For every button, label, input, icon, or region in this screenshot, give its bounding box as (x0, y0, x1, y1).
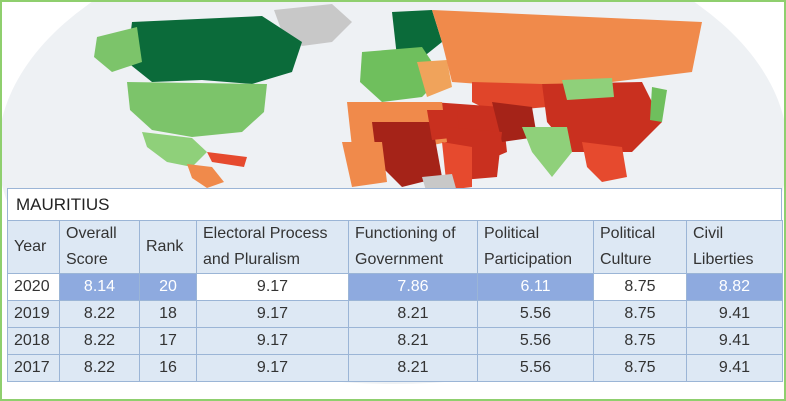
map-greenland (274, 4, 352, 46)
cell-overall-score: 8.22 (59, 327, 140, 355)
cell-political-culture: 8.75 (593, 354, 687, 382)
cell-rank: 16 (139, 354, 197, 382)
table-row: 2018 8.22 17 9.17 8.21 5.56 8.75 9.41 (7, 327, 783, 355)
map-caribbean (207, 152, 247, 167)
header-row: Year Overall Score Rank Electoral Proces… (7, 220, 783, 274)
col-header-rank: Rank (139, 220, 197, 274)
cell-overall-score: 8.22 (59, 354, 140, 382)
cell-rank: 18 (139, 300, 197, 328)
cell-political-participation: 6.11 (477, 273, 594, 301)
cell-electoral-process: 9.17 (196, 273, 349, 301)
table-row: 2017 8.22 16 9.17 8.21 5.56 8.75 9.41 (7, 354, 783, 382)
cell-overall-score: 8.14 (59, 273, 140, 301)
cell-civil-liberties: 9.41 (686, 300, 783, 328)
cell-overall-score: 8.22 (59, 300, 140, 328)
cell-political-participation: 5.56 (477, 327, 594, 355)
cell-year: 2020 (7, 273, 60, 301)
cell-functioning-of-government: 8.21 (348, 327, 478, 355)
map-sahel (372, 122, 442, 187)
table-row: 2019 8.22 18 9.17 8.21 5.56 8.75 9.41 (7, 300, 783, 328)
cell-political-culture: 8.75 (593, 327, 687, 355)
cell-year: 2018 (7, 327, 60, 355)
cell-electoral-process: 9.17 (196, 354, 349, 382)
cell-political-participation: 5.56 (477, 354, 594, 382)
map-usa (127, 82, 267, 137)
table-row: 2020 8.14 20 9.17 7.86 6.11 8.75 8.82 (7, 273, 783, 301)
map-eastern-europe (417, 60, 452, 97)
map-mexico (142, 132, 207, 167)
cell-civil-liberties: 9.41 (686, 354, 783, 382)
cell-year: 2017 (7, 354, 60, 382)
democracy-index-table: Year Overall Score Rank Electoral Proces… (7, 220, 783, 382)
col-header-electoral-process: Electoral Process and Pluralism (196, 220, 349, 274)
cell-civil-liberties: 9.41 (686, 327, 783, 355)
democracy-index-table-block: MAURITIUS Year Overall Score Rank Electo… (7, 188, 783, 382)
col-header-year: Year (7, 220, 60, 274)
map-mongolia (562, 78, 614, 100)
map-russia (432, 10, 702, 87)
cell-rank: 20 (139, 273, 197, 301)
map-europe (360, 47, 442, 102)
cell-electoral-process: 9.17 (196, 300, 349, 328)
map-canada (127, 16, 302, 84)
map-se-asia (582, 142, 627, 182)
cell-political-participation: 5.56 (477, 300, 594, 328)
col-header-overall-score: Overall Score (59, 220, 140, 274)
map-japan (650, 87, 667, 122)
map-kazakhstan (472, 82, 547, 112)
cell-functioning-of-government: 8.21 (348, 300, 478, 328)
map-west-africa (342, 142, 387, 187)
map-india (522, 127, 572, 177)
map-alaska (94, 27, 142, 72)
cell-civil-liberties: 8.82 (686, 273, 783, 301)
cell-political-culture: 8.75 (593, 273, 687, 301)
col-header-political-culture: Political Culture (593, 220, 687, 274)
cell-political-culture: 8.75 (593, 300, 687, 328)
map-central-america (187, 164, 224, 188)
cell-electoral-process: 9.17 (196, 327, 349, 355)
cell-year: 2019 (7, 300, 60, 328)
col-header-functioning-of-government: Functioning of Government (348, 220, 478, 274)
col-header-civil-liberties: Civil Liberties (686, 220, 783, 274)
col-header-political-participation: Political Participation (477, 220, 594, 274)
country-name: MAURITIUS (16, 194, 110, 214)
cell-rank: 17 (139, 327, 197, 355)
cell-functioning-of-government: 8.21 (348, 354, 478, 382)
country-title: MAURITIUS (7, 188, 782, 220)
cell-functioning-of-government: 7.86 (348, 273, 478, 301)
